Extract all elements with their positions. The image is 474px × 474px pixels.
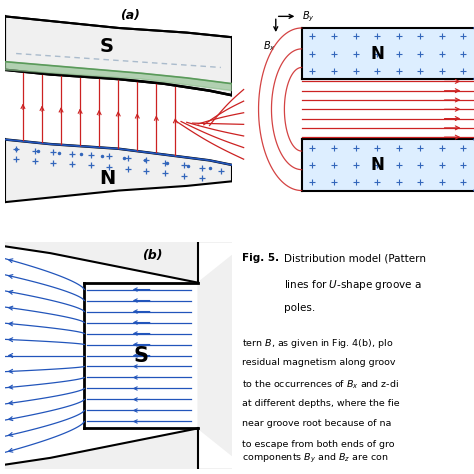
Polygon shape [5,17,232,95]
Polygon shape [301,28,474,79]
Polygon shape [5,62,232,91]
Text: N: N [370,156,384,174]
Text: Distribution model (Pattern: Distribution model (Pattern [284,253,427,263]
Polygon shape [5,242,232,283]
Text: lines for $U$-shape groove a: lines for $U$-shape groove a [284,278,422,292]
Text: N: N [99,169,115,189]
Polygon shape [5,428,232,469]
Polygon shape [301,28,474,79]
Text: S: S [100,37,114,56]
Text: to the occurrences of $B_x$ and z-di: to the occurrences of $B_x$ and z-di [242,378,399,391]
Text: at different depths, where the fie: at different depths, where the fie [242,399,400,408]
Text: Fig. 5.: Fig. 5. [242,253,279,263]
Text: $B_x$: $B_x$ [263,40,276,54]
Text: components $B_y$ and $B_z$ are con: components $B_y$ and $B_z$ are con [242,452,388,465]
Text: tern $B$, as given in Fig. 4(b), plo: tern $B$, as given in Fig. 4(b), plo [242,337,393,350]
Text: (a): (a) [120,9,140,22]
Polygon shape [5,139,232,202]
Text: to escape from both ends of gro: to escape from both ends of gro [242,440,394,449]
Text: (b): (b) [142,248,163,262]
Polygon shape [301,139,474,191]
Text: residual magnetism along groov: residual magnetism along groov [242,358,395,367]
Text: N: N [370,45,384,63]
Text: poles.: poles. [284,303,316,313]
Text: S: S [134,346,149,365]
Text: near groove root because of na: near groove root because of na [242,419,391,428]
Polygon shape [198,255,232,456]
Text: $B_y$: $B_y$ [301,9,314,24]
